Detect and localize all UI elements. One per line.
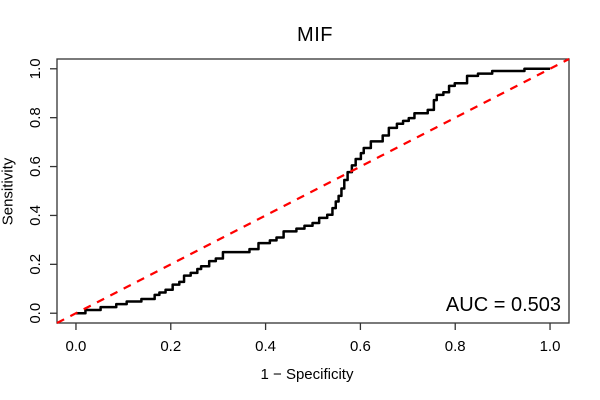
y-tick-label: 0.8 [27, 107, 44, 128]
x-tick-label: 1.0 [540, 338, 561, 355]
roc-curve-line [75, 67, 551, 315]
chance-diagonal-line [56, 58, 570, 324]
y-tick-label: 0.2 [27, 254, 44, 275]
x-tick-label: 0.4 [255, 338, 276, 355]
y-axis-label: Sensitivity [0, 157, 17, 226]
x-tick-label: 0.8 [445, 338, 466, 355]
plot-box [56, 58, 570, 324]
chart-title: MIF [297, 24, 333, 46]
x-tick-label: 0.6 [350, 338, 371, 355]
auc-annotation: AUC = 0.503 [445, 294, 561, 316]
y-tick-label: 0.4 [27, 205, 44, 226]
y-tick-label: 0.6 [27, 156, 44, 177]
x-tick-label: 0.2 [160, 338, 181, 355]
x-axis-label: 1 − Specificity [260, 366, 354, 383]
y-tick-label: 0.0 [27, 303, 44, 324]
x-tick-label: 0.0 [66, 338, 87, 355]
y-tick-label: 1.0 [27, 58, 44, 79]
